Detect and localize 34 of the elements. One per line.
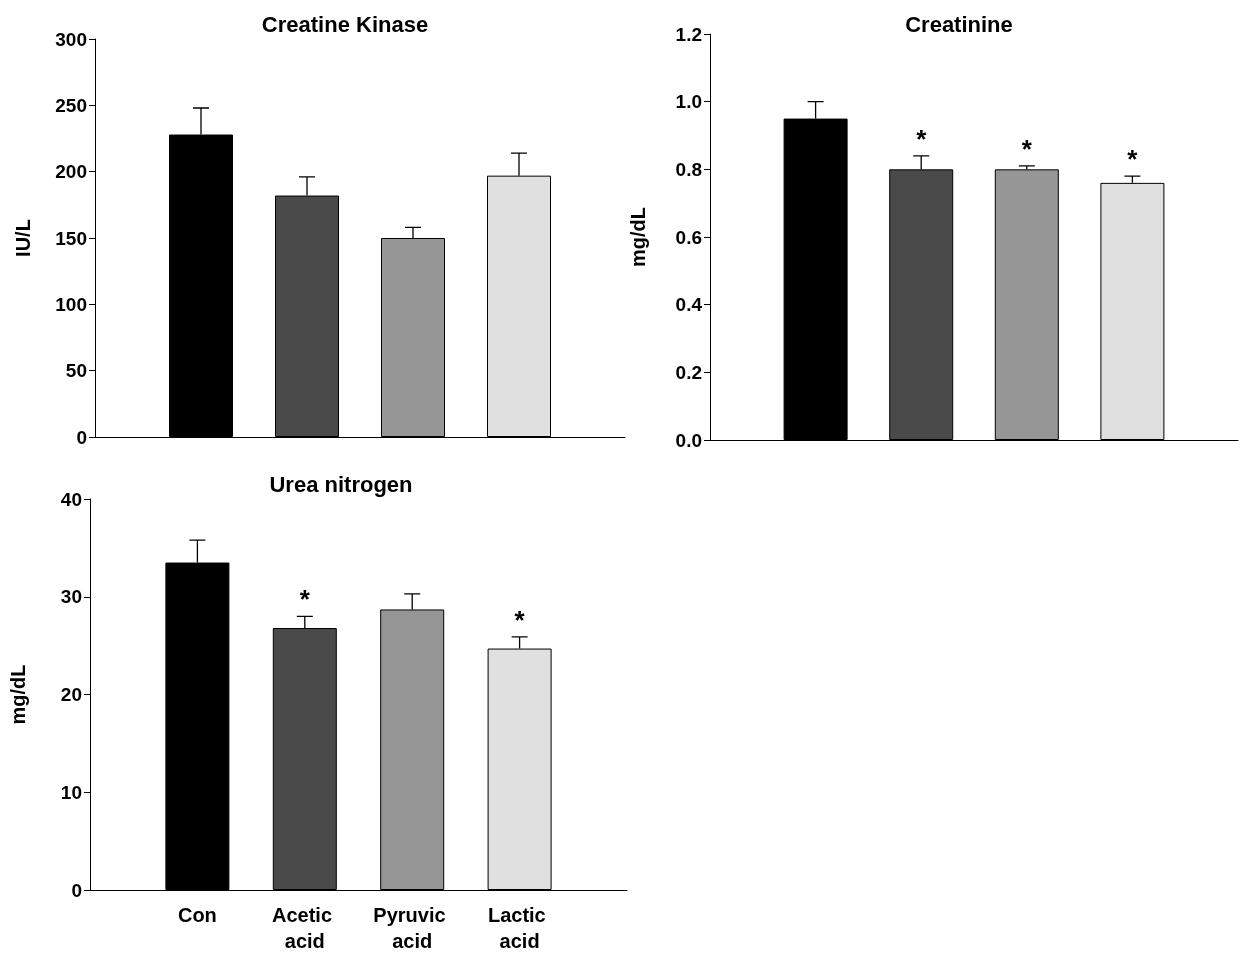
y-tick-label: 0 [71,879,82,901]
y-tick-label: 30 [60,586,82,608]
y-tick-label: 0 [76,426,87,448]
y-axis-title: IU/L [12,219,34,257]
data-label: * [299,584,311,615]
y-tick-label: 40 [60,488,82,510]
y-axis-title: mg/dL [627,207,649,267]
x-tick-label: Acetic acid [272,904,338,952]
y-tick-label: 0.6 [675,226,702,248]
y-tick-label: 0.4 [675,294,703,316]
x-tick-label: Pyruvic acid [373,904,452,952]
y-tick-label: 300 [55,28,87,50]
y-tick-label: 20 [60,684,82,705]
y-tick-label: 0.0 [675,429,702,451]
chart-title: Creatinine [905,11,1013,37]
data-label: * [1127,144,1139,175]
y-tick-label: 1.0 [675,91,702,113]
data-label: * [916,123,928,154]
chart-title: Creatine Kinase [261,11,429,37]
data-label: * [514,604,526,635]
y-tick-label: 10 [60,781,82,803]
y-tick-label: 50 [65,360,87,382]
chart-title: Urea nitrogen [269,471,413,497]
y-tick-label: 1.2 [675,23,702,45]
y-tick-label: 150 [55,227,87,249]
y-tick-label: 0.2 [675,361,702,383]
y-tick-label: 0.8 [675,158,702,180]
data-label: * [1021,133,1033,164]
y-axis-title: mg/dL [7,664,29,725]
y-tick-label: 200 [55,161,87,183]
y-tick-label: 250 [55,94,87,116]
x-tick-label: Lactic acid [487,904,552,952]
x-tick-label: Con [177,904,217,926]
y-tick-label: 100 [55,293,87,315]
